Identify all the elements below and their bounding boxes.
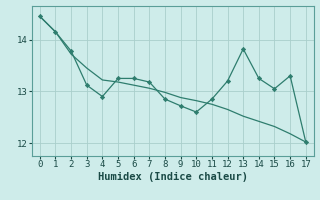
X-axis label: Humidex (Indice chaleur): Humidex (Indice chaleur) <box>98 172 248 182</box>
